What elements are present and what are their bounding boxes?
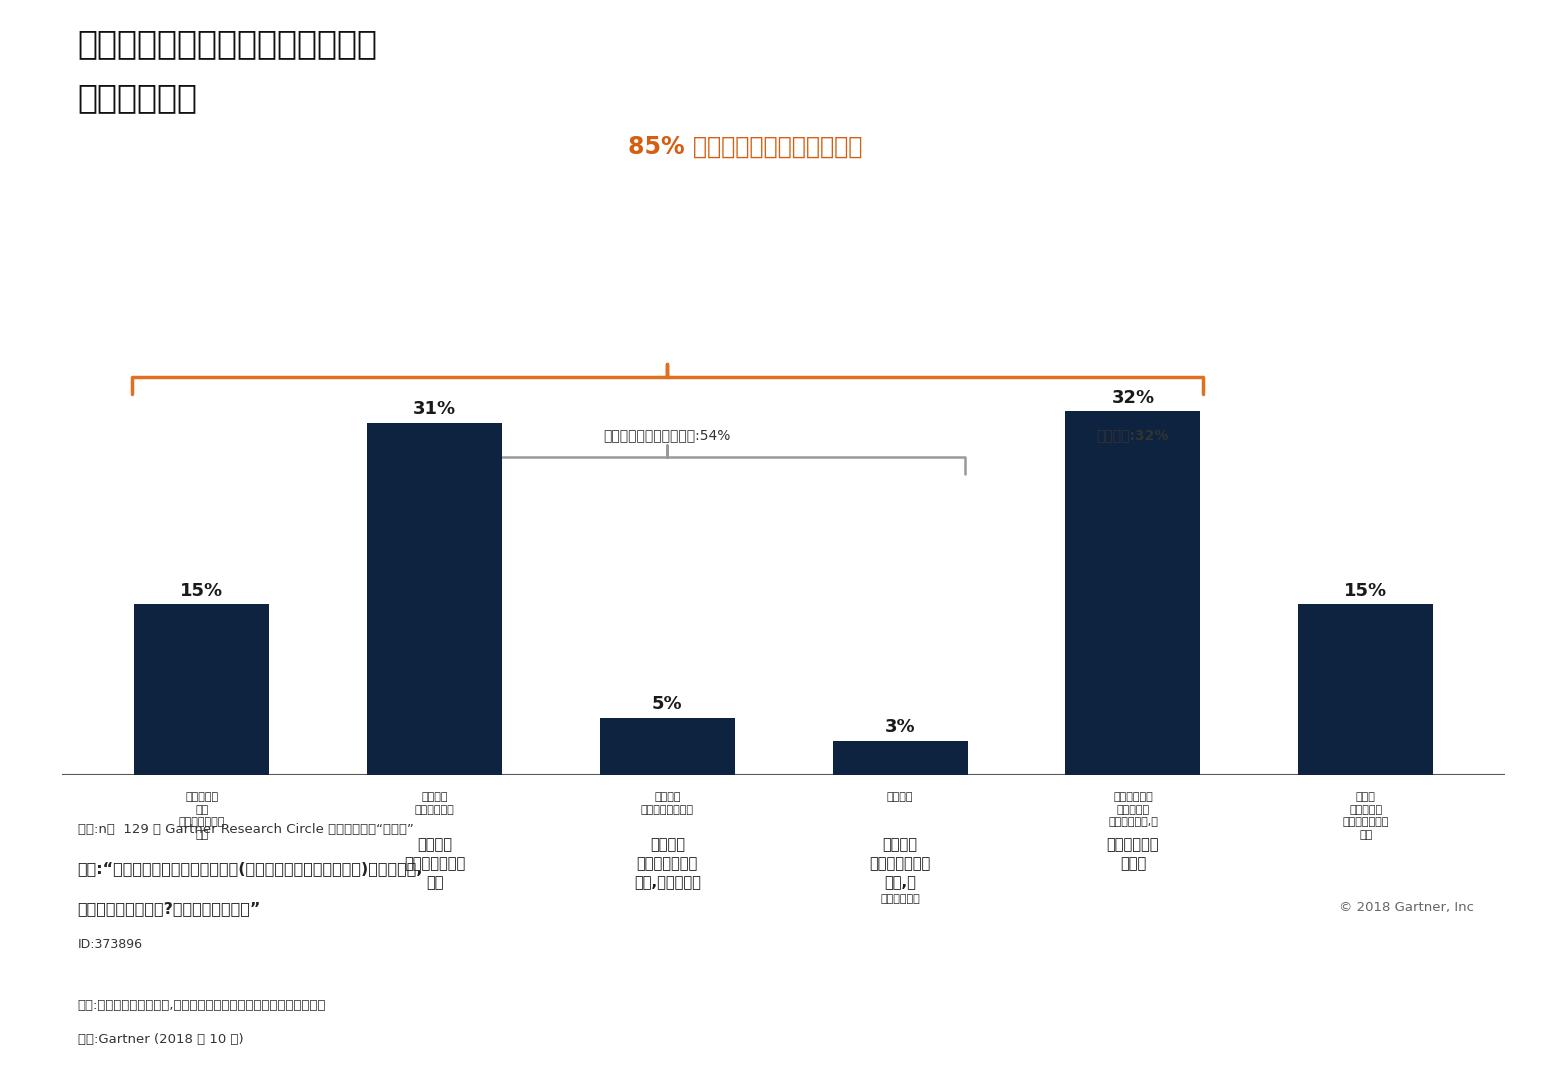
Text: 来源:Gartner (2018 年 10 月): 来源:Gartner (2018 年 10 月) — [78, 1033, 244, 1046]
Text: 我们希望
在未来三到五年内: 我们希望 在未来三到五年内 — [641, 792, 694, 815]
Bar — [601, 718, 736, 775]
Text: 15%: 15% — [180, 582, 223, 599]
Text: 完全采用
以产品为中心的
模型: 完全采用 以产品为中心的 模型 — [404, 837, 466, 891]
Text: 3%: 3% — [885, 718, 916, 736]
Text: 注意:由于四舍五入的关系,数字加起来可能与显示的总数不完全相同。: 注意:由于四舍五入的关系,数字加起来可能与显示的总数不完全相同。 — [78, 999, 326, 1011]
Text: 完全采用
以产品为中心的
模型,但: 完全采用 以产品为中心的 模型,但 — [869, 837, 931, 891]
Text: 不完全迁移到
此模型: 不完全迁移到 此模型 — [1107, 837, 1159, 872]
Bar — [1066, 411, 1201, 775]
Text: 31%: 31% — [413, 400, 456, 419]
Text: 完全采用
以产品为中心的
模型,这可能需要: 完全采用 以产品为中心的 模型,这可能需要 — [633, 837, 702, 891]
Text: 15%: 15% — [1344, 582, 1387, 599]
Text: 5%: 5% — [652, 695, 683, 713]
Text: ID:373896: ID:373896 — [78, 938, 143, 951]
Text: 我们希望: 我们希望 — [886, 792, 914, 802]
Text: 你组织的计划是什么?请选择一个回答。”: 你组织的计划是什么?请选择一个回答。” — [78, 901, 261, 916]
Bar — [368, 423, 503, 775]
Text: 我们已完全
采用
以产品为中心的
模型: 我们已完全 采用 以产品为中心的 模型 — [178, 792, 225, 840]
Text: 五年以上时间: 五年以上时间 — [880, 894, 920, 904]
Text: 回应者百分比: 回应者百分比 — [78, 81, 197, 114]
Text: 我们不
计划迁移到
以产品为中心的
模型: 我们不 计划迁移到 以产品为中心的 模型 — [1342, 792, 1389, 840]
Text: 85% 已采用或计划采用产品模型: 85% 已采用或计划采用产品模型 — [627, 134, 863, 158]
Text: © 2018 Gartner, Inc: © 2018 Gartner, Inc — [1339, 901, 1474, 914]
Bar — [1299, 605, 1434, 775]
Bar — [135, 605, 270, 775]
Text: 随着时间推移而完全采用:54%: 随着时间推移而完全采用:54% — [604, 428, 731, 442]
Bar — [833, 740, 968, 775]
Text: 计划使用以产品为中心的交付模型: 计划使用以产品为中心的交付模型 — [78, 27, 377, 60]
Text: 我们希望部分
使用以产品
为中心的模型,但: 我们希望部分 使用以产品 为中心的模型,但 — [1108, 792, 1158, 827]
Text: 问题:“对于使用以产品为中心的模型(相对于以项目为中心的模型)来交付软件,: 问题:“对于使用以产品为中心的模型(相对于以项目为中心的模型)来交付软件, — [78, 861, 424, 876]
Text: 部分采用:32%: 部分采用:32% — [1097, 428, 1169, 442]
Text: 32%: 32% — [1111, 388, 1155, 407]
Text: 基础:n＝  129 个 Gartner Research Circle 成员；不包括“不知道”: 基础:n＝ 129 个 Gartner Research Circle 成员；不… — [78, 823, 413, 836]
Text: 我们希望
在未来三年内: 我们希望 在未来三年内 — [414, 792, 455, 815]
